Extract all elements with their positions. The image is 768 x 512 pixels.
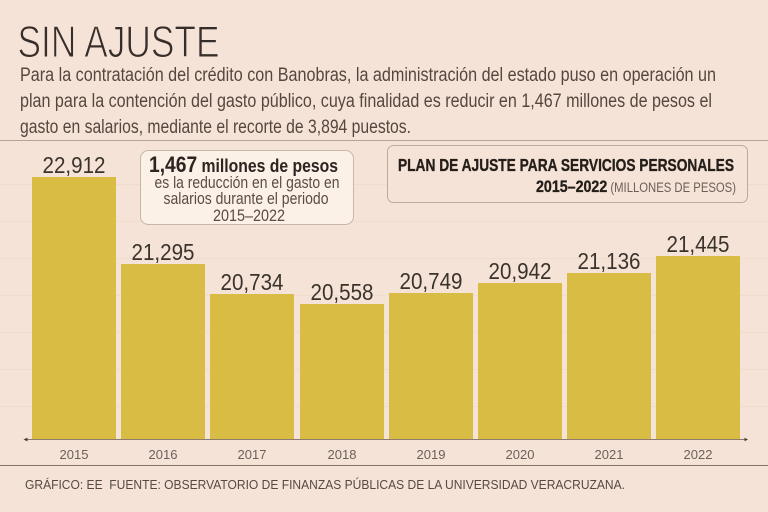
svg-text:21,445: 21,445 xyxy=(667,231,730,257)
svg-text:PLAN DE AJUSTE PARA SERVICIOS: PLAN DE AJUSTE PARA SERVICIOS PERSONALES xyxy=(398,155,734,175)
svg-text:2021: 2021 xyxy=(595,447,624,462)
svg-text:gasto en salarios, mediante el: gasto en salarios, mediante el recorte d… xyxy=(20,117,411,138)
svg-text:20,734: 20,734 xyxy=(221,269,284,295)
svg-text:Para la contratación del crédi: Para la contratación del crédito con Ban… xyxy=(20,65,716,86)
svg-text:20,942: 20,942 xyxy=(489,258,552,284)
svg-text:2016: 2016 xyxy=(149,447,178,462)
svg-text:GRÁFICO: EE FUENTE: OBSERVATO: GRÁFICO: EE FUENTE: OBSERVATORIO DE FINA… xyxy=(25,477,625,492)
svg-text:21,136: 21,136 xyxy=(578,248,641,274)
svg-text:2020: 2020 xyxy=(506,447,535,462)
svg-text:2022: 2022 xyxy=(684,447,713,462)
svg-text:20,558: 20,558 xyxy=(311,279,374,305)
svg-text:1,467 millones de pesos: 1,467 millones de pesos xyxy=(149,152,338,177)
svg-text:salarios durante el periodo: salarios durante el periodo xyxy=(164,189,329,208)
svg-text:2015–2022 (MILLONES DE PESOS): 2015–2022 (MILLONES DE PESOS) xyxy=(536,177,736,196)
svg-text:2015: 2015 xyxy=(60,447,89,462)
svg-text:2018: 2018 xyxy=(328,447,357,462)
svg-text:es la reducción en el gasto en: es la reducción en el gasto en xyxy=(155,173,340,192)
svg-text:2015–2022: 2015–2022 xyxy=(213,207,285,225)
svg-text:plan para la contención del ga: plan para la contención del gasto públic… xyxy=(20,91,712,112)
svg-text:22,912: 22,912 xyxy=(43,152,106,178)
svg-text:20,749: 20,749 xyxy=(400,268,463,294)
svg-text:SIN AJUSTE: SIN AJUSTE xyxy=(18,18,220,67)
svg-text:2019: 2019 xyxy=(417,447,446,462)
svg-text:2017: 2017 xyxy=(238,447,267,462)
svg-text:21,295: 21,295 xyxy=(132,239,195,265)
